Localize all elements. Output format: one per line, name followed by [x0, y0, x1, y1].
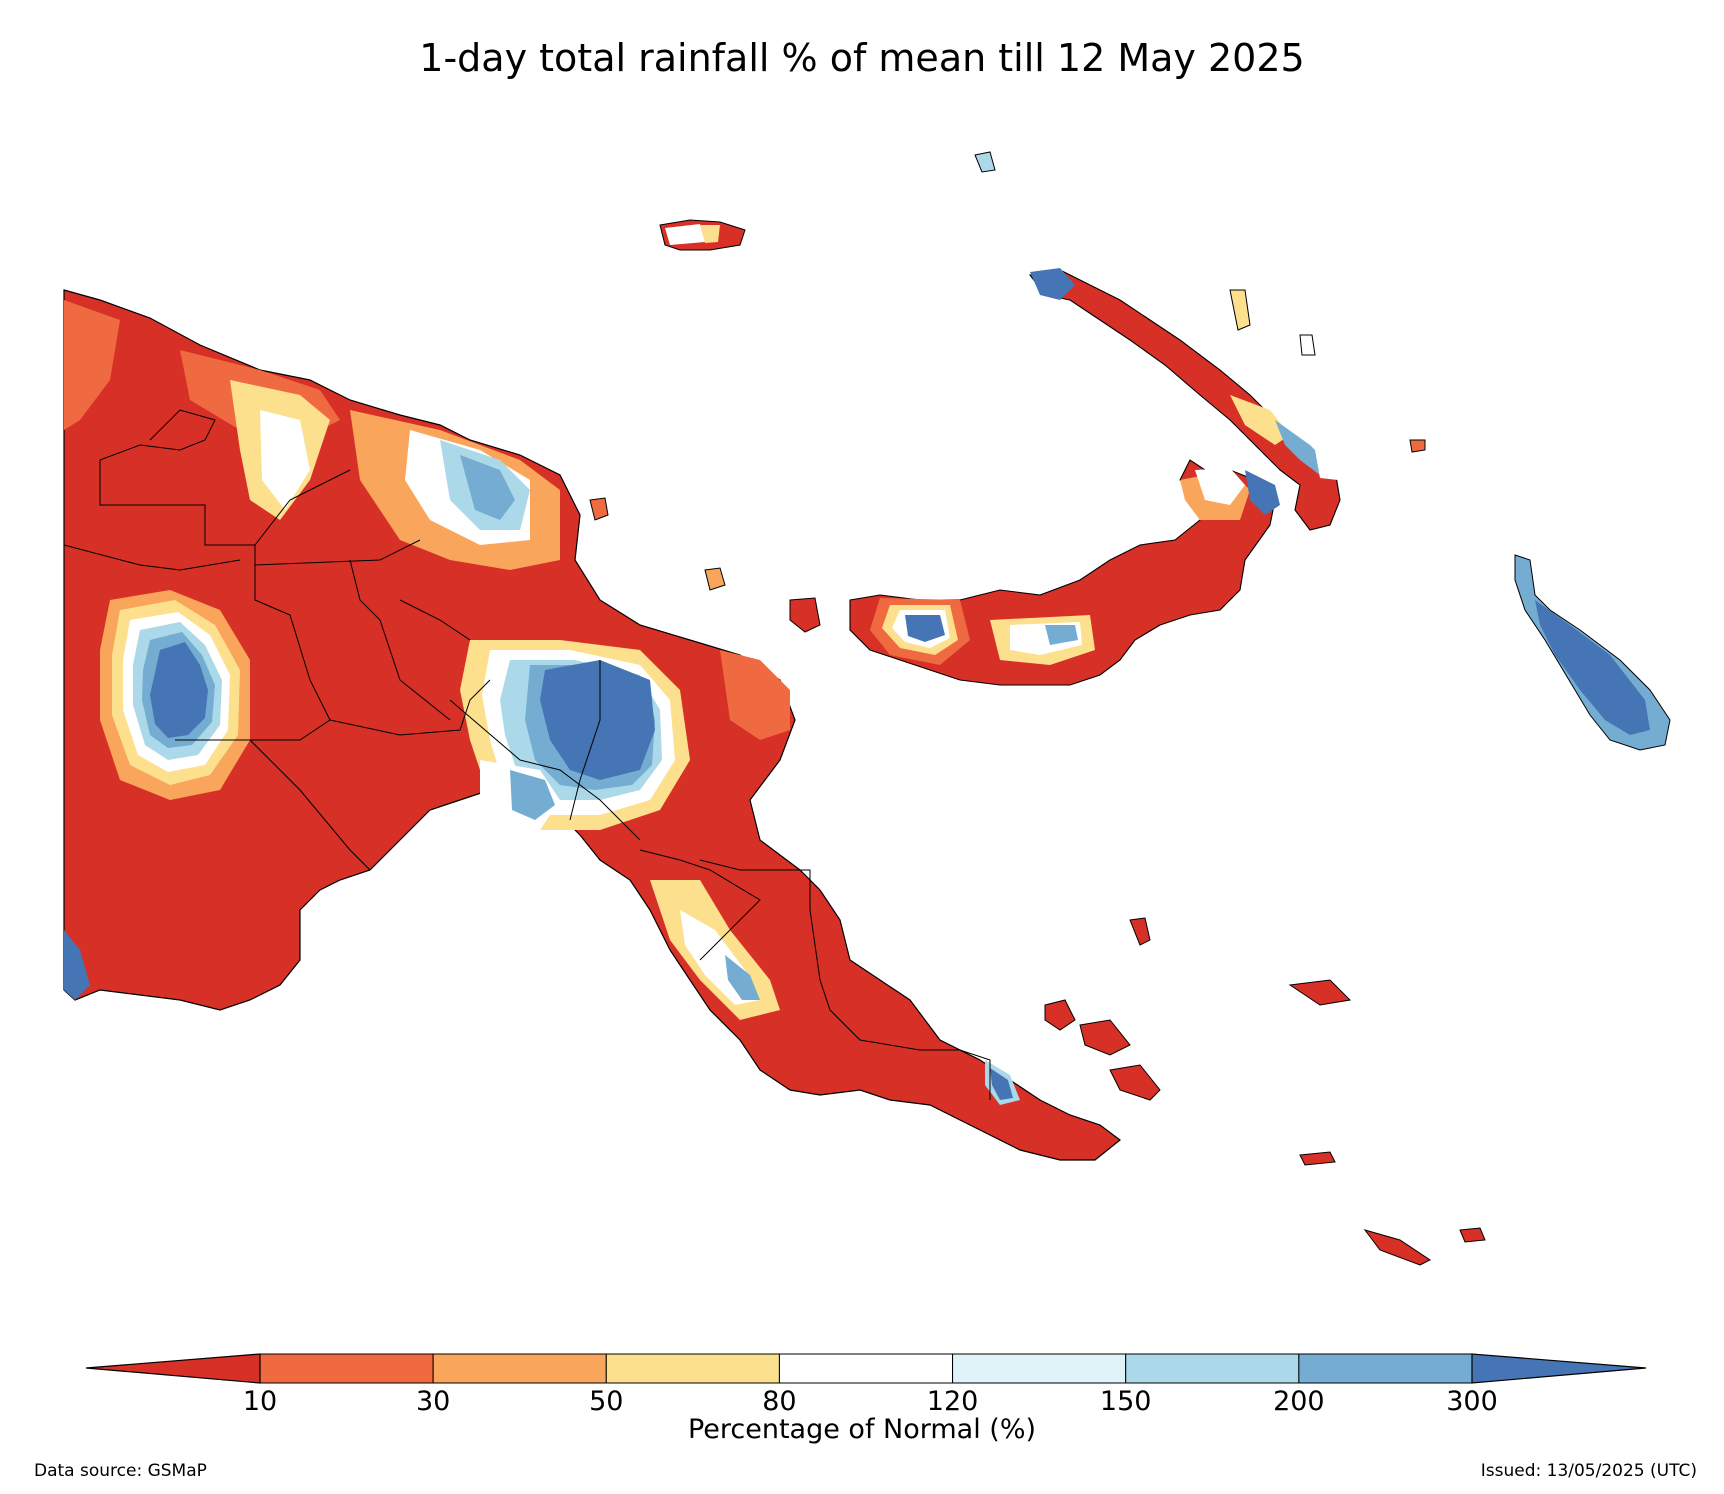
colorbar-tick-label: 80: [762, 1386, 797, 1417]
colorbar-tick-label: 50: [589, 1386, 624, 1417]
nb-mid-blue: [1045, 625, 1078, 645]
colorbar-segment: [432, 1353, 607, 1384]
colorbar-segment: [1125, 1353, 1300, 1384]
patch-ne-orange: [720, 650, 790, 740]
new-britain: [849, 459, 1280, 686]
island-karkar: [589, 497, 609, 521]
nb-east-blue: [1245, 470, 1280, 515]
patch-north-white: [260, 410, 310, 510]
island-long: [704, 567, 726, 591]
map-title: 1-day total rainfall % of mean till 12 M…: [419, 36, 1305, 80]
data-source: Data source: GSMaP: [34, 1461, 207, 1481]
island-normanby: [1044, 999, 1076, 1031]
colorbar-tick-label: 10: [242, 1386, 278, 1417]
island-rossel: [1459, 1227, 1486, 1243]
colorbar-label: Percentage of Normal (%): [687, 1414, 1037, 1445]
colorbar-tick-label: 300: [1446, 1386, 1498, 1417]
colorbar-extend-low: [85, 1353, 261, 1384]
island-tabar: [1229, 289, 1251, 331]
colorbar-segments: [259, 1353, 1473, 1384]
colorbar-extend-high: [1471, 1353, 1647, 1384]
colorbar-segment: [259, 1353, 434, 1384]
island-trobriand: [1129, 917, 1151, 946]
province-boundaries: [63, 409, 991, 1100]
patch-west-core-darkblue: [150, 642, 208, 738]
island-umboi: [789, 597, 821, 633]
island-goodenough: [1109, 1064, 1161, 1101]
patch-coast-midblue: [460, 455, 515, 520]
mainland: [63, 289, 1121, 1161]
patch-south-midblue: [510, 770, 555, 820]
colorbar-segment: [778, 1353, 954, 1384]
colorbar-tick-label: 150: [1099, 1386, 1152, 1417]
island-new-hanover: [1409, 439, 1426, 453]
colorbar-segment: [952, 1353, 1127, 1384]
colorbar-tick-label: 200: [1273, 1386, 1325, 1417]
patch-central-darkblue: [540, 660, 655, 780]
ni-west-blue: [1030, 268, 1075, 300]
colorbar-segment: [1298, 1353, 1473, 1384]
colorbar-segment: [605, 1353, 780, 1384]
nb-west-blue: [905, 615, 945, 642]
new-ireland: [1029, 268, 1341, 531]
island-mussau: [974, 151, 996, 173]
patch-west-orange: [64, 300, 120, 430]
ni-mid-yellow: [1230, 395, 1290, 445]
island-sudest: [1363, 1229, 1431, 1266]
bougainville-core: [1535, 600, 1650, 735]
ni-tip-white: [1315, 450, 1338, 480]
island-lihir: [1299, 334, 1316, 356]
ni-mid-blue: [1275, 420, 1330, 475]
patch-se-blue: [990, 1068, 1013, 1100]
colorbar-tick-label: 30: [415, 1386, 451, 1417]
patch-eastspine-midblue: [725, 955, 760, 1000]
patch-sw-darkblue: [64, 930, 90, 1000]
issued-date: Issued: 13/05/2025 (UTC): [1480, 1461, 1697, 1481]
island-misima: [1299, 1151, 1336, 1166]
island-woodlark: [1288, 979, 1352, 1006]
nb-east-white: [1195, 468, 1245, 505]
manus-yellow: [700, 225, 720, 243]
colorbar-tick-label: 120: [926, 1386, 979, 1417]
island-fergusson: [1079, 1019, 1131, 1056]
bougainville: [1514, 554, 1671, 751]
manus-white: [665, 224, 705, 245]
